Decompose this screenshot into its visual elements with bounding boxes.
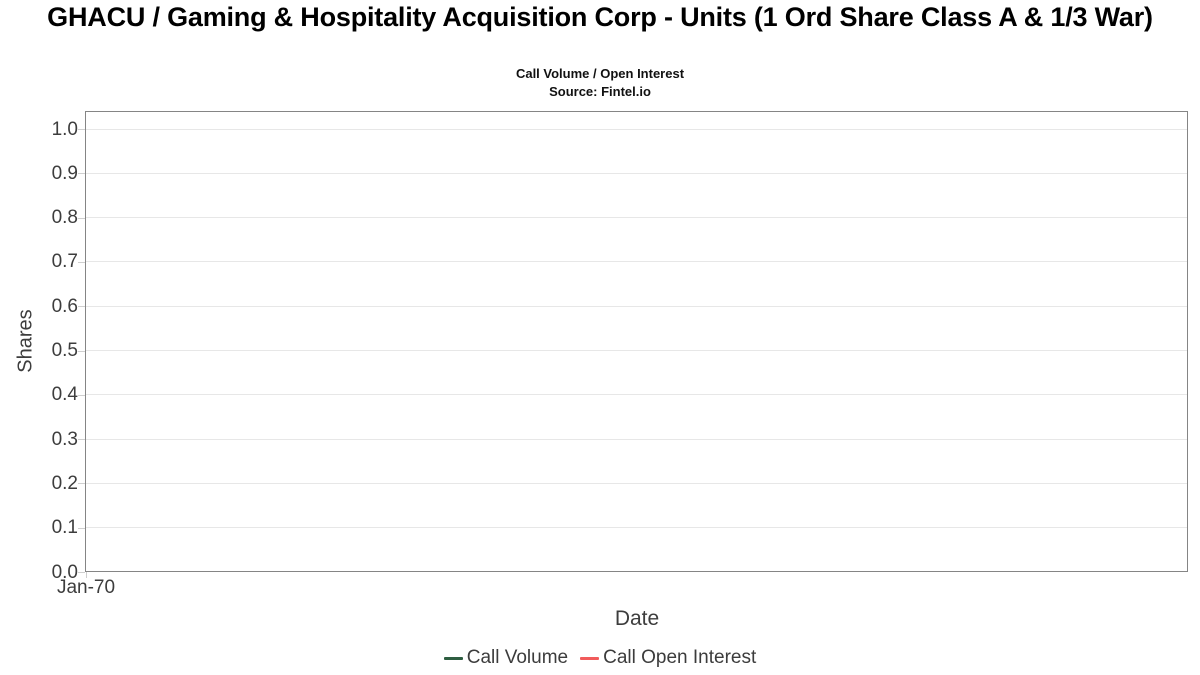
gridline (86, 394, 1187, 395)
x-tick-mark (86, 572, 87, 578)
y-tick-mark (78, 351, 85, 352)
gridline (86, 129, 1187, 130)
legend-swatch (443, 656, 463, 660)
y-tick-mark (78, 395, 85, 396)
gridline (86, 217, 1187, 218)
x-tick-label: Jan-70 (56, 577, 116, 598)
gridline (86, 439, 1187, 440)
gridline (86, 261, 1187, 262)
y-tick-label: 0.4 (51, 384, 78, 405)
legend-item-call-open-interest: Call Open Interest (580, 647, 756, 669)
y-tick-label: 0.7 (51, 251, 78, 272)
y-tick-mark (78, 483, 85, 484)
y-tick-mark (78, 218, 85, 219)
legend-swatch (580, 656, 600, 660)
y-tick-label: 1.0 (51, 119, 78, 140)
y-tick-label: 0.8 (51, 207, 78, 228)
y-tick-mark (78, 129, 85, 130)
y-tick-label: 0.1 (51, 517, 78, 538)
legend-label: Call Open Interest (603, 647, 757, 668)
y-tick-mark (78, 173, 85, 174)
chart-title: GHACU / Gaming & Hospitality Acquisition… (47, 2, 1153, 32)
y-tick-mark (78, 528, 85, 529)
y-tick-mark (78, 306, 85, 307)
chart-source-label: Source: Fintel.io (549, 84, 651, 99)
legend-item-call-volume: Call Volume (443, 647, 569, 669)
y-tick-label: 0.9 (51, 163, 78, 184)
chart-subtitle: Call Volume / Open Interest (515, 66, 685, 81)
y-tick-label: 0.6 (51, 296, 78, 317)
y-tick-mark (78, 439, 85, 440)
y-tick-label: 0.3 (51, 429, 78, 450)
y-tick-label: 0.2 (51, 473, 78, 494)
gridline (86, 350, 1187, 351)
gridline (86, 527, 1187, 528)
y-tick-label: 0.0 (51, 562, 78, 583)
legend: Call Volume Call Open Interest (0, 647, 1200, 669)
gridline (86, 483, 1187, 484)
x-axis-title: Date (614, 607, 660, 630)
y-axis-title: Shares (14, 309, 37, 373)
gridline (86, 306, 1187, 307)
gridline (86, 173, 1187, 174)
plot-area (85, 111, 1188, 572)
y-tick-label: 0.5 (51, 340, 78, 361)
y-tick-mark (78, 262, 85, 263)
y-tick-mark (78, 572, 85, 573)
legend-label: Call Volume (466, 647, 569, 668)
